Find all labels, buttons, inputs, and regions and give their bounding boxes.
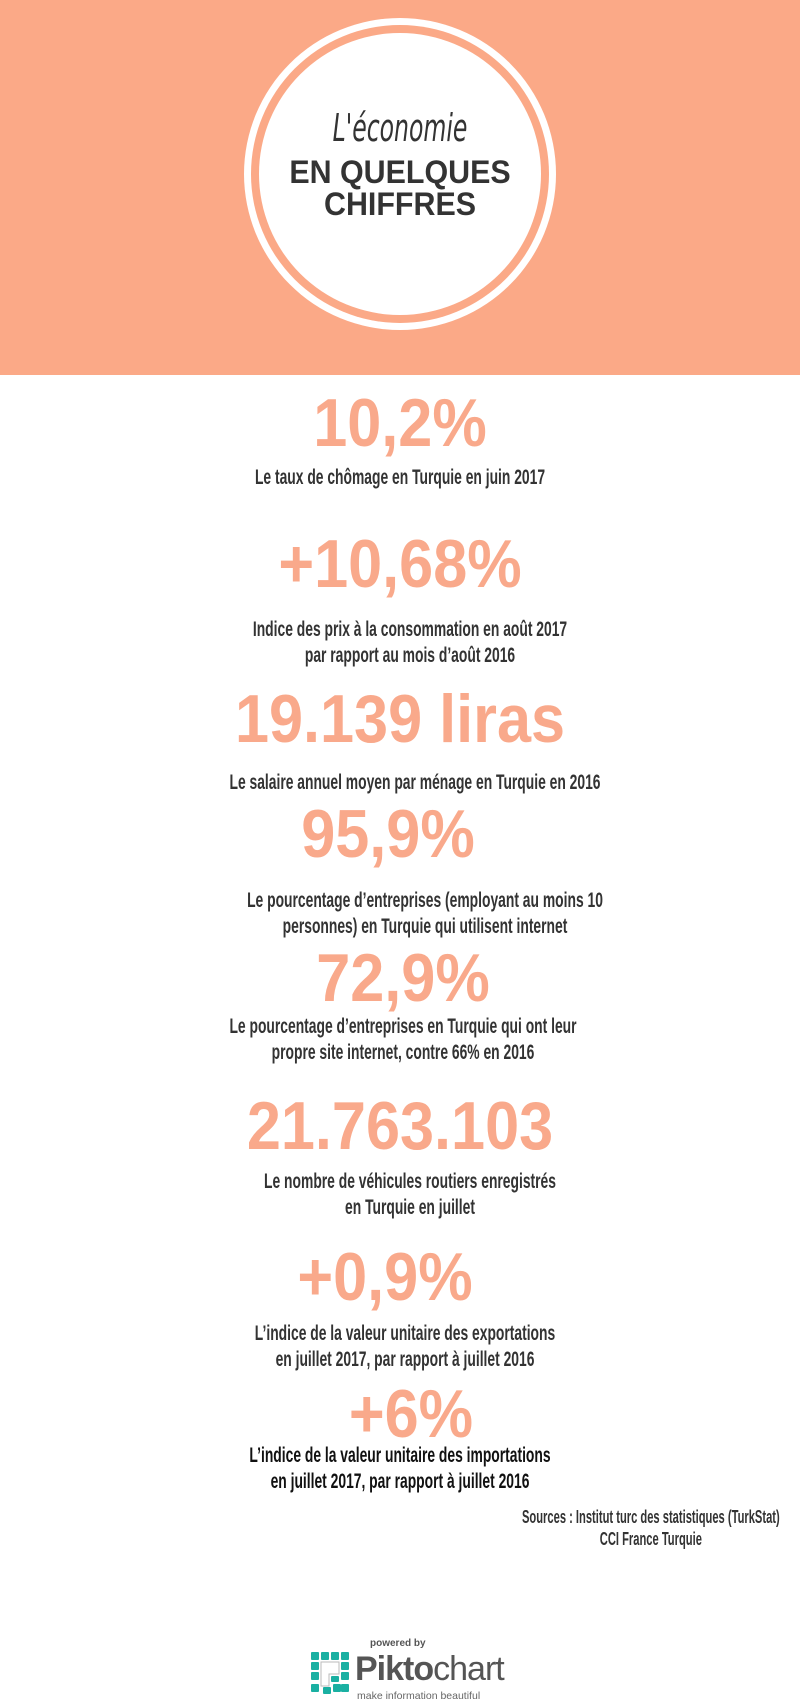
- stat-value: 10,2%: [313, 385, 487, 461]
- stat-value: 72,9%: [316, 940, 490, 1016]
- stat-caption: Indice des prix à la consommation en aoû…: [253, 617, 567, 669]
- caption-line: Le pourcentage d’entreprises (employant …: [247, 889, 603, 912]
- caption-line: personnes) en Turquie qui utilisent inte…: [282, 915, 568, 938]
- caption-line: par rapport au mois d’août 2016: [304, 644, 516, 667]
- stat-value: 95,9%: [301, 796, 475, 872]
- brand-light: chart: [433, 1650, 505, 1688]
- stat-caption: Le pourcentage d’entreprises (employant …: [247, 888, 603, 940]
- stat-value: 19.139 liras: [234, 681, 566, 757]
- title-circle-inner: [259, 33, 541, 315]
- stat-value: 21.763.103: [246, 1088, 554, 1164]
- piktochart-tagline: make information beautiful: [357, 1690, 481, 1702]
- caption-line: propre site internet, contre 66% en 2016: [271, 1041, 535, 1064]
- source-line: CCI France Turquie: [600, 1529, 703, 1549]
- caption-line: Indice des prix à la consommation en aoû…: [252, 618, 568, 641]
- powered-by-label: powered by: [370, 1638, 426, 1649]
- stat-caption: Le nombre de véhicules routiers enregist…: [264, 1169, 556, 1221]
- title-line-2: CHIFFRES: [324, 186, 476, 222]
- title-line-1: EN QUELQUES: [289, 154, 511, 190]
- source-line: Sources : Institut turc des statistiques…: [522, 1507, 780, 1527]
- stat-value: +6%: [348, 1376, 474, 1452]
- caption-line: Le taux de chômage en Turquie en juin 20…: [254, 466, 546, 489]
- stat-caption: L’indice de la valeur unitaire des expor…: [255, 1321, 555, 1373]
- stat-caption: Le pourcentage d’entreprises en Turquie …: [229, 1014, 576, 1066]
- brand-bold: Pikto: [355, 1650, 434, 1688]
- title-script: L'économie: [332, 106, 468, 150]
- caption-line: L’indice de la valeur unitaire des expor…: [254, 1322, 556, 1345]
- piktochart-logo-icon: [311, 1652, 349, 1694]
- caption-line: en juillet 2017, par rapport à juillet 2…: [275, 1348, 535, 1371]
- stat-caption: Le salaire annuel moyen par ménage en Tu…: [229, 770, 600, 796]
- piktochart-wordmark: Piktochart: [355, 1650, 505, 1689]
- stat-caption: L’indice de la valeur unitaire des impor…: [249, 1443, 550, 1495]
- caption-line: L’indice de la valeur unitaire des impor…: [249, 1444, 551, 1467]
- stat-value: +0,9%: [297, 1239, 473, 1315]
- caption-line: Le salaire annuel moyen par ménage en Tu…: [229, 771, 601, 794]
- caption-line: en Turquie en juillet: [345, 1196, 475, 1219]
- title-main: EN QUELQUES CHIFFRES: [20, 156, 780, 220]
- header-banner: L'économie EN QUELQUES CHIFFRES: [0, 0, 800, 375]
- stat-caption: Le taux de chômage en Turquie en juin 20…: [255, 465, 545, 491]
- caption-line: en juillet 2017, par rapport à juillet 2…: [270, 1470, 530, 1493]
- caption-line: Le pourcentage d’entreprises en Turquie …: [229, 1015, 577, 1038]
- sources: Sources : Institut turc des statistiques…: [522, 1506, 780, 1550]
- stat-value: +10,68%: [278, 526, 522, 602]
- caption-line: Le nombre de véhicules routiers enregist…: [264, 1170, 556, 1193]
